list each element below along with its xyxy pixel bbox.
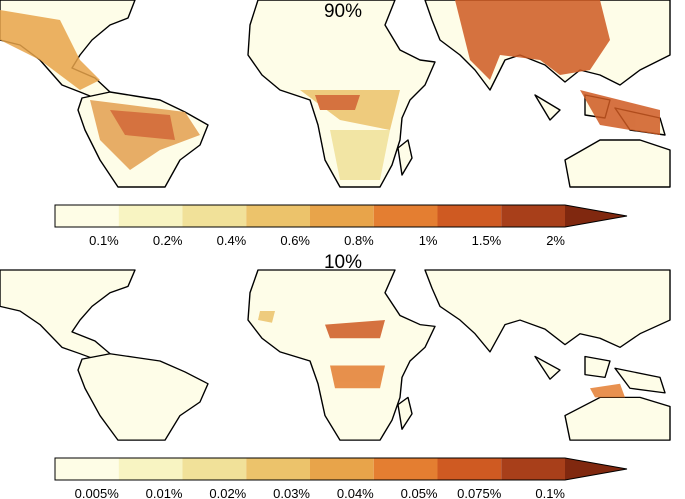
colorbar-swatch	[437, 458, 502, 480]
heat-90	[0, 0, 660, 180]
colorbar-swatch	[246, 205, 310, 227]
colorbar-swatch	[310, 205, 374, 227]
colorbar-label: 0.8%	[344, 233, 374, 248]
colorbar-swatch	[437, 205, 502, 227]
colorbar-label: 0.005%	[75, 486, 120, 499]
map-90	[0, 0, 671, 188]
colorbar-extend	[565, 458, 627, 480]
colorbar-swatch	[501, 458, 565, 480]
colorbar-label: 1%	[419, 233, 438, 248]
colorbar-outline	[54, 204, 628, 228]
colorbar-swatch	[246, 458, 310, 480]
colorbar-label: 0.2%	[153, 233, 183, 248]
colorbar-label: 0.6%	[280, 233, 310, 248]
colorbar-label: 0.075%	[457, 486, 502, 499]
colorbar-swatch	[501, 205, 565, 227]
colorbar-swatch	[310, 458, 374, 480]
colorbar-label: 2%	[546, 233, 565, 248]
colorbar-swatch	[373, 458, 438, 480]
colorbar-swatch	[373, 205, 438, 227]
colorbar-extend	[565, 205, 627, 227]
colorbar-swatch	[118, 458, 183, 480]
colorbar-swatch	[55, 205, 119, 227]
colorbar-label: 0.02%	[209, 486, 246, 499]
colorbar-swatch	[182, 458, 247, 480]
colorbar-label: 0.1%	[89, 233, 119, 248]
colorbar-swatch	[182, 205, 247, 227]
colorbar-swatch	[118, 205, 183, 227]
colorbar-label: 0.1%	[535, 486, 565, 499]
colorbar-label: 0.01%	[146, 486, 183, 499]
map-10	[0, 269, 671, 441]
colorbar-outline	[54, 457, 628, 481]
colorbar-swatch	[55, 458, 119, 480]
colorbar-label: 0.03%	[273, 486, 310, 499]
colorbar-label: 0.05%	[401, 486, 438, 499]
heat-10	[258, 310, 625, 398]
colorbar-label: 1.5%	[472, 233, 502, 248]
panel-title: 90%	[324, 1, 362, 22]
panel-title: 10%	[324, 252, 362, 273]
colorbar-label: 0.4%	[217, 233, 247, 248]
colorbar-label: 0.04%	[337, 486, 374, 499]
